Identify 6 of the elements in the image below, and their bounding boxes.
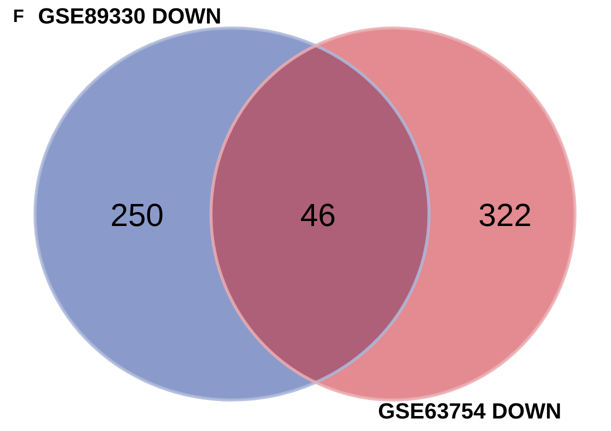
data-label: 250 [110,197,164,233]
data-label: 46 [300,197,336,233]
category-label: GSE63754 DOWN [378,398,562,424]
data-label: 322 [478,197,532,233]
category-label: GSE89330 DOWN [38,4,222,28]
text: F [13,6,24,26]
